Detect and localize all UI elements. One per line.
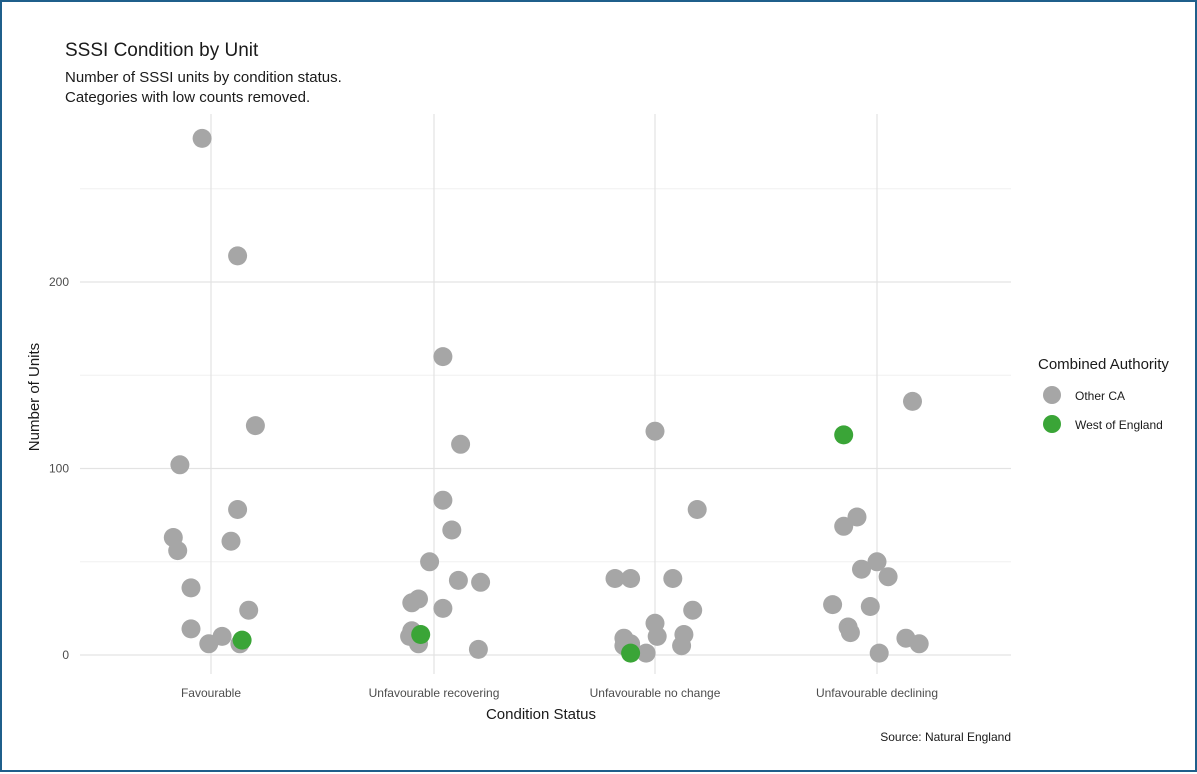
point-other-ca [168, 541, 188, 561]
point-west-of-england [621, 643, 641, 663]
point-other-ca [834, 516, 854, 536]
point-other-ca [663, 569, 683, 588]
point-west-of-england [834, 425, 854, 445]
point-other-ca [903, 391, 922, 411]
point-other-ca [852, 559, 871, 579]
legend-key-other-ca [1043, 386, 1061, 404]
x-tick-label: Favourable [181, 686, 241, 700]
point-other-ca [228, 246, 248, 266]
point-other-ca [823, 595, 843, 615]
y-axis-title: Number of Units [26, 343, 43, 451]
point-other-ca [867, 552, 887, 572]
point-other-ca [636, 643, 656, 663]
point-other-ca [433, 347, 453, 367]
point-other-ca [605, 569, 625, 588]
point-other-ca [170, 455, 190, 475]
point-other-ca [239, 600, 259, 620]
point-other-ca [228, 500, 248, 519]
point-other-ca [878, 567, 898, 587]
point-other-ca [442, 520, 462, 540]
point-other-ca [847, 507, 867, 527]
point-other-ca [181, 578, 201, 598]
point-other-ca [468, 639, 488, 659]
y-tick-label: 100 [49, 462, 69, 476]
legend: Combined Authority Other CA West of Engl… [1038, 356, 1169, 433]
point-other-ca [221, 531, 241, 551]
plot-grid [80, 114, 1011, 674]
x-tick-label: Unfavourable no change [590, 686, 721, 700]
point-other-ca [451, 434, 471, 454]
legend-label-other-ca: Other CA [1075, 389, 1125, 403]
point-other-ca [448, 570, 468, 590]
point-other-ca [199, 634, 219, 654]
point-other-ca [645, 421, 665, 441]
legend-key-west-of-england [1043, 415, 1061, 433]
chart-title: SSSI Condition by Unit [65, 40, 259, 61]
x-tick-label: Unfavourable declining [816, 686, 938, 700]
point-other-ca [181, 619, 201, 639]
y-tick-label: 0 [62, 648, 69, 662]
chart-subtitle-line-2: Categories with low counts removed. [65, 89, 310, 106]
point-other-ca [420, 552, 440, 572]
data-points [163, 128, 929, 663]
point-west-of-england [411, 625, 431, 644]
chart-subtitle-line-1: Number of SSSI units by condition status… [65, 69, 342, 86]
point-other-ca [192, 128, 212, 148]
point-other-ca [687, 500, 707, 519]
point-other-ca [909, 634, 929, 654]
point-other-ca [433, 598, 453, 618]
point-other-ca [647, 626, 667, 646]
legend-title: Combined Authority [1038, 356, 1169, 373]
y-axis-ticks: 0 100 200 [49, 275, 69, 662]
point-other-ca [433, 490, 453, 510]
x-axis-title: Condition Status [486, 706, 596, 723]
point-other-ca [869, 643, 889, 663]
legend-label-west-of-england: West of England [1075, 418, 1163, 432]
point-other-ca [672, 636, 692, 656]
y-tick-label: 200 [49, 275, 69, 289]
point-other-ca [402, 593, 422, 613]
x-axis-ticks: Favourable Unfavourable recovering Unfavou… [181, 686, 938, 700]
point-other-ca [683, 600, 703, 620]
point-west-of-england [232, 630, 252, 650]
point-other-ca [245, 416, 265, 436]
point-other-ca [621, 569, 641, 588]
point-other-ca [860, 597, 880, 616]
point-other-ca [471, 572, 491, 592]
chart-caption: Source: Natural England [880, 730, 1011, 744]
x-tick-label: Unfavourable recovering [369, 686, 500, 700]
point-other-ca [840, 623, 860, 643]
